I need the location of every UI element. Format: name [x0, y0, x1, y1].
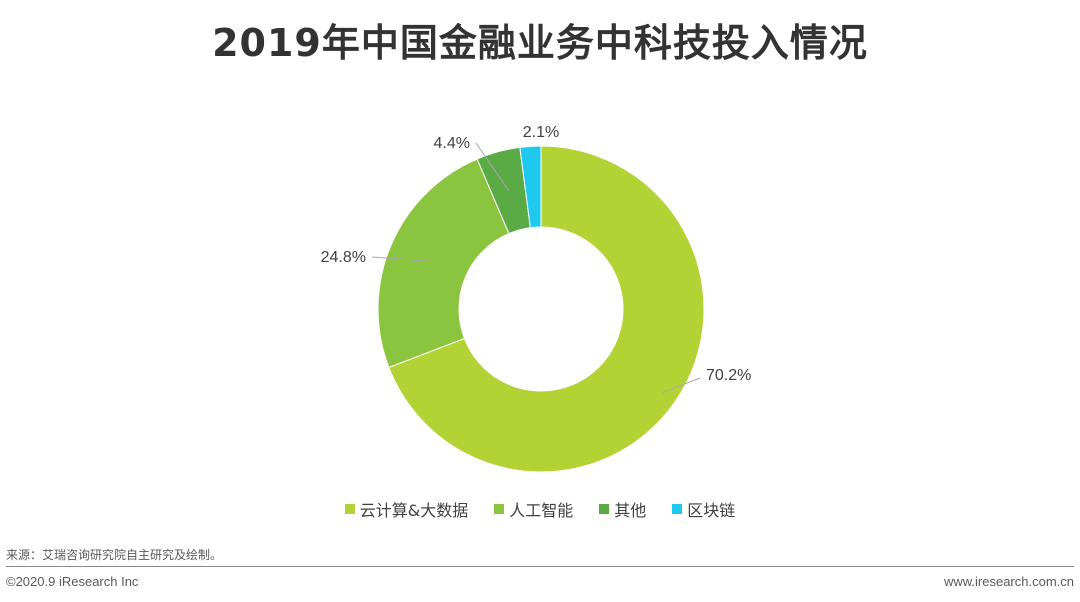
chart-title: 2019年中国金融业务中科技投入情况 [212, 21, 868, 65]
label-leader-lines [371, 142, 701, 393]
legend-swatch [672, 504, 683, 514]
chart-legend: 云计算&大数据 人工智能 其他 区块链 [0, 497, 1080, 521]
copyright-text: ©2020.9 iResearch Inc [6, 574, 139, 589]
legend-item-2: 人工智能 [494, 497, 573, 521]
donut-slice-2 [377, 158, 510, 369]
legend-swatch [494, 504, 505, 514]
donut-slice-1 [388, 145, 705, 473]
legend-swatch [344, 504, 355, 514]
leader-line-1 [662, 377, 701, 393]
legend-label: 云计算&大数据 [359, 501, 469, 520]
value-label-4: 2.1% [523, 124, 559, 141]
value-label-1: 70.2% [706, 367, 751, 384]
website-text: www.iresearch.com.cn [943, 574, 1074, 589]
legend-swatch [599, 504, 610, 514]
leader-line-3 [475, 142, 510, 192]
donut-slices [377, 145, 705, 473]
legend-item-4: 区块链 [672, 497, 735, 521]
legend-item-1: 云计算&大数据 [344, 497, 469, 521]
legend-label: 人工智能 [509, 501, 574, 520]
donut-slice-4 [519, 145, 542, 229]
legend-label: 区块链 [687, 501, 736, 520]
value-labels: 70.2% 24.8% 4.4% 2.1% [321, 124, 752, 384]
value-label-2: 24.8% [321, 249, 366, 266]
source-note: 来源：艾瑞咨询研究院自主研究及绘制。 [6, 548, 223, 562]
legend-item-3: 其他 [599, 497, 646, 521]
value-label-3: 4.4% [434, 135, 470, 152]
leader-line-2 [371, 256, 429, 262]
footer-divider [6, 566, 1074, 567]
legend-label: 其他 [614, 501, 647, 520]
